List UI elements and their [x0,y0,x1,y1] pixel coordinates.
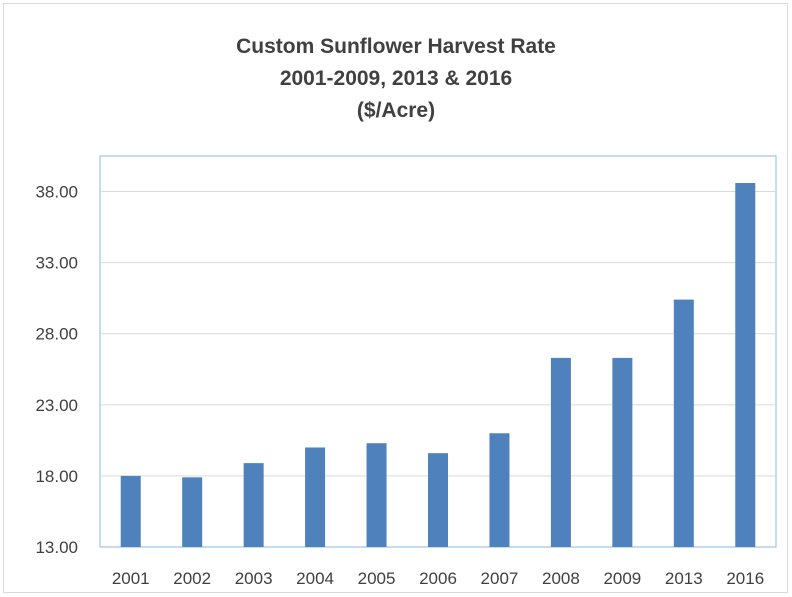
y-tick-label: 18.00 [35,467,78,486]
bar [305,447,326,547]
x-tick-label: 2009 [603,569,641,588]
x-tick-label: 2005 [358,569,396,588]
bar [243,463,264,547]
y-tick-label: 33.00 [35,254,78,273]
chart-title: Custom Sunflower Harvest Rate [236,35,556,58]
chart-unit: ($/Acre) [356,99,436,122]
bar [120,475,141,547]
x-tick-label: 2004 [296,569,334,588]
y-tick-label: 38.00 [35,183,78,202]
x-tick-label: 2007 [481,569,519,588]
bar [550,357,571,547]
x-tick-label: 2003 [235,569,273,588]
bar [428,453,448,547]
chart-subtitle: 2001-2009, 2013 & 2016 [279,67,513,90]
bar [182,477,203,547]
bar [366,443,387,547]
x-tick-label: 2006 [419,569,457,588]
x-tick-label: 2016 [726,569,764,588]
x-tick-label: 2001 [112,569,150,588]
bar [673,299,694,547]
y-tick-label: 28.00 [35,325,78,344]
bar [735,183,756,548]
y-tick-label: 23.00 [35,396,78,415]
x-tick-label: 2013 [665,569,703,588]
bar [489,433,510,547]
y-tick-label: 13.00 [35,538,78,557]
x-tick-label: 2002 [173,569,211,588]
x-tick-label: 2008 [542,569,580,588]
bar [612,357,633,547]
